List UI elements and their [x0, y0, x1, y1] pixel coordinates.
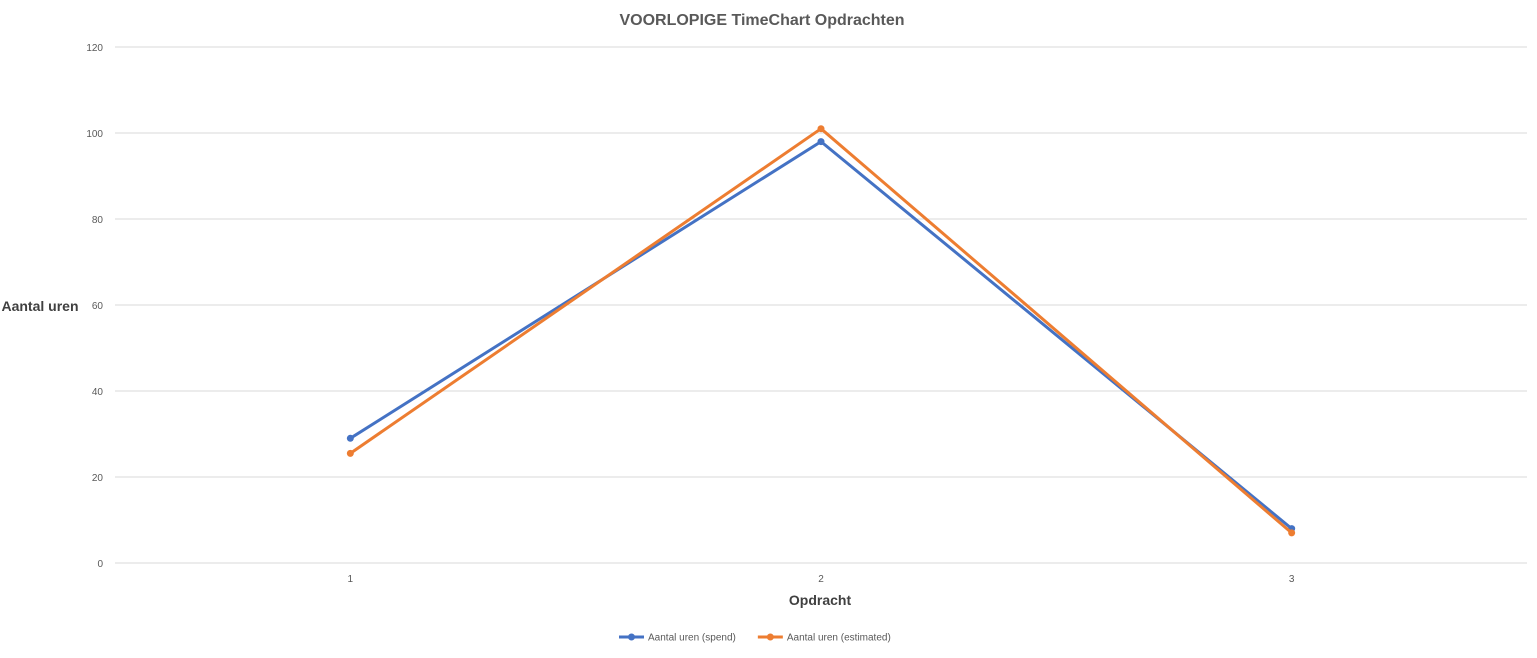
legend-dot-marker: [628, 633, 635, 641]
data-point: [817, 125, 825, 133]
legend[interactable]: Aantal uren (spend) Aantal uren (estimate…: [619, 633, 891, 644]
y-tick-label: 20: [92, 473, 104, 484]
y-tick-label: 100: [86, 129, 103, 140]
legend-label: Aantal uren (estimated): [787, 633, 891, 644]
y-axis-ticks: 0 20 40 60 80 100 120: [86, 43, 103, 570]
data-point: [1288, 529, 1296, 537]
series-line: [348, 127, 1294, 535]
x-tick-label: 3: [1289, 574, 1295, 585]
series-1: [346, 138, 1296, 533]
y-tick-label: 40: [92, 387, 104, 398]
data-point: [346, 434, 354, 442]
y-tick-label: 0: [97, 559, 103, 570]
data-point: [346, 449, 354, 457]
legend-item[interactable]: Aantal uren (spend): [619, 633, 736, 644]
x-tick-label: 2: [818, 574, 824, 585]
x-axis-ticks: 1 2 3: [348, 574, 1295, 585]
legend-item[interactable]: Aantal uren (estimated): [757, 633, 891, 644]
x-axis-title: Opdracht: [789, 592, 852, 608]
legend-label: Aantal uren (spend): [648, 633, 736, 644]
data-point: [817, 138, 825, 146]
gridlines: [115, 46, 1527, 564]
y-tick-label: 120: [86, 43, 103, 54]
series-line: [348, 140, 1294, 531]
x-tick-label: 1: [348, 574, 354, 585]
legend-dot-marker: [766, 633, 774, 641]
series-lines: [346, 125, 1296, 537]
series-2: [346, 125, 1296, 537]
chart-title: VOORLOPIGE TimeChart Opdrachten: [619, 12, 904, 29]
y-tick-label: 80: [92, 215, 104, 226]
y-axis-title: Aantal uren: [1, 298, 78, 314]
y-tick-label: 60: [92, 301, 104, 312]
